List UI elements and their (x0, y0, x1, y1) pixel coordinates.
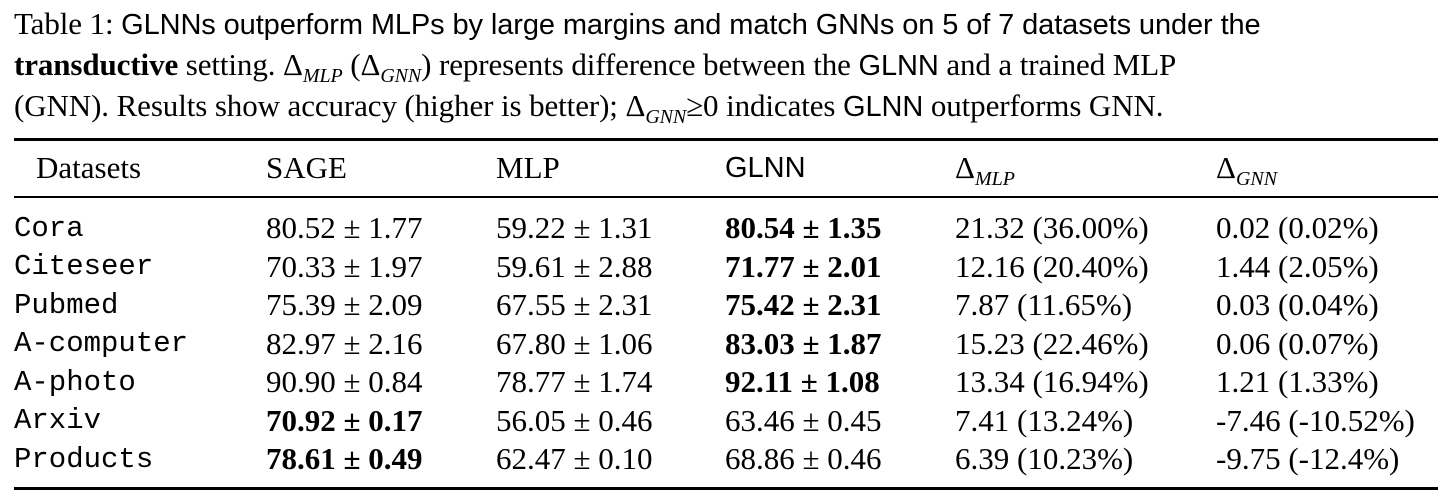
delta-glyph: Δ (955, 150, 975, 185)
cell-delta-gnn: -9.75 (-12.4%) (1216, 441, 1400, 477)
table-body: Cora 80.52 ± 1.77 59.22 ± 1.31 80.54 ± 1.35… (14, 209, 1438, 479)
cell-dataset: Cora (14, 211, 84, 245)
header-delta-gnn: ΔGNN (1216, 145, 1438, 191)
caption-text-1: GLNNs outperform MLPs by large margins a… (121, 9, 1261, 41)
header-glnn: GLNN (725, 151, 806, 184)
cell-sage: 70.92 ± 0.17 (266, 402, 423, 438)
table-header: Datasets SAGE MLP GLNN ΔMLP ΔGNN (14, 145, 1438, 191)
cell-mlp: 67.80 ± 1.06 (496, 325, 653, 361)
cell-glnn: 75.42 ± 2.31 (725, 287, 882, 323)
cell-delta-mlp: 13.34 (16.94%) (955, 364, 1149, 400)
delta-glyph: Δ (283, 47, 303, 82)
delta-glyph: Δ (360, 47, 381, 82)
table-mid-rule (14, 196, 1438, 198)
cell-dataset: Arxiv (14, 404, 102, 438)
cell-dataset: Products (14, 442, 154, 476)
table-row: Citeseer 70.33 ± 1.97 59.61 ± 2.88 71.77 ± … (14, 248, 1438, 287)
cell-delta-mlp: 7.41 (13.24%) (955, 402, 1134, 438)
cell-sage: 90.90 ± 0.84 (266, 364, 423, 400)
caption-line-2: transductive setting. ΔMLP (ΔGNN) repres… (14, 45, 1442, 86)
cell-sage: 78.61 ± 0.49 (266, 441, 423, 477)
cell-dataset: Pubmed (14, 288, 119, 322)
caption-glnn: GLNN (858, 50, 939, 82)
delta-gnn-sub: GNN (645, 106, 687, 128)
delta-mlp-symbol: ΔMLP (283, 47, 343, 86)
caption-text-4: ) represents difference between the (421, 47, 859, 82)
cell-sage: 70.33 ± 1.97 (266, 248, 423, 284)
table-row: A-computer 82.97 ± 2.16 67.80 ± 1.06 83.03 … (14, 325, 1438, 364)
delta-mlp-sub: MLP (302, 65, 343, 87)
cell-delta-mlp: 15.23 (22.46%) (955, 325, 1149, 361)
cell-delta-gnn: 1.44 (2.05%) (1216, 248, 1379, 284)
caption-text-3: ( (342, 47, 361, 82)
header-mlp: MLP (496, 150, 560, 185)
cell-dataset: A-photo (14, 365, 136, 399)
delta-gnn-symbol: ΔGNN (360, 47, 421, 86)
cell-delta-mlp: 21.32 (36.00%) (955, 210, 1149, 246)
cell-delta-mlp: 7.87 (11.65%) (955, 287, 1133, 323)
delta-mlp-sub: MLP (974, 168, 1015, 190)
header-row: Datasets SAGE MLP GLNN ΔMLP ΔGNN (14, 145, 1438, 191)
cell-sage: 75.39 ± 2.09 (266, 287, 423, 323)
cell-dataset: Citeseer (14, 250, 154, 284)
cell-sage: 82.97 ± 2.16 (266, 325, 423, 361)
caption-text-5: and a trained MLP (938, 47, 1177, 82)
cell-mlp: 67.55 ± 2.31 (496, 287, 653, 323)
table-row: Cora 80.52 ± 1.77 59.22 ± 1.31 80.54 ± 1.35… (14, 209, 1438, 248)
table-row: A-photo 90.90 ± 0.84 78.77 ± 1.74 92.11 ± 1… (14, 363, 1438, 402)
cell-delta-gnn: -7.46 (-10.52%) (1216, 402, 1415, 438)
cell-delta-gnn: 1.21 (1.33%) (1216, 364, 1379, 400)
cell-glnn: 92.11 ± 1.08 (725, 364, 880, 400)
table-row: Pubmed 75.39 ± 2.09 67.55 ± 2.31 75.42 ± 2.… (14, 286, 1438, 325)
cell-delta-gnn: 0.03 (0.04%) (1216, 287, 1379, 323)
header-datasets: Datasets (36, 150, 142, 185)
cell-mlp: 56.05 ± 0.46 (496, 402, 653, 438)
cell-delta-mlp: 6.39 (10.23%) (955, 441, 1134, 477)
cell-mlp: 78.77 ± 1.74 (496, 364, 653, 400)
cell-glnn: 80.54 ± 1.35 (725, 210, 882, 246)
delta-gnn-sub: GNN (1235, 168, 1278, 190)
caption-text-7: ≥0 indicates (686, 88, 844, 123)
caption-line-1: Table 1: GLNNs outperform MLPs by large … (14, 4, 1442, 45)
table-caption: Table 1: GLNNs outperform MLPs by large … (14, 4, 1442, 127)
cell-delta-gnn: 0.06 (0.07%) (1216, 325, 1379, 361)
cell-dataset: A-computer (14, 327, 189, 361)
cell-glnn: 68.86 ± 0.46 (725, 441, 882, 477)
cell-glnn: 83.03 ± 1.87 (725, 325, 882, 361)
header-sage: SAGE (266, 150, 347, 185)
cell-mlp: 59.61 ± 2.88 (496, 248, 653, 284)
table-top-rule (14, 138, 1438, 141)
caption-text-2: setting. (178, 47, 284, 82)
cell-mlp: 59.22 ± 1.31 (496, 210, 653, 246)
cell-glnn: 71.77 ± 2.01 (725, 248, 882, 284)
cell-mlp: 62.47 ± 0.10 (496, 441, 653, 477)
cell-delta-gnn: 0.02 (0.02%) (1216, 210, 1379, 246)
caption-bold-word: transductive (14, 47, 179, 82)
cell-glnn: 63.46 ± 0.45 (725, 402, 882, 438)
caption-label: Table 1: (14, 6, 122, 41)
delta-gnn-symbol-2: ΔGNN (625, 88, 686, 127)
table-row: Arxiv 70.92 ± 0.17 56.05 ± 0.46 63.46 ± 0.4… (14, 402, 1438, 441)
caption-line-3: (GNN). Results show accuracy (higher is … (14, 86, 1442, 127)
delta-glyph: Δ (625, 88, 646, 123)
cell-sage: 80.52 ± 1.77 (266, 210, 423, 246)
caption-glnn: GLNN (843, 91, 924, 123)
delta-gnn-sub: GNN (380, 65, 422, 87)
delta-glyph: Δ (1216, 150, 1236, 185)
caption-text-8: outperforms GNN. (923, 88, 1164, 123)
caption-text-6: (GNN). Results show accuracy (higher is … (14, 88, 626, 123)
table-row: Products 78.61 ± 0.49 62.47 ± 0.10 68.86 ± … (14, 440, 1438, 479)
header-delta-mlp: ΔMLP (955, 145, 1216, 191)
cell-delta-mlp: 12.16 (20.40%) (955, 248, 1149, 284)
table-bottom-rule (14, 487, 1438, 490)
